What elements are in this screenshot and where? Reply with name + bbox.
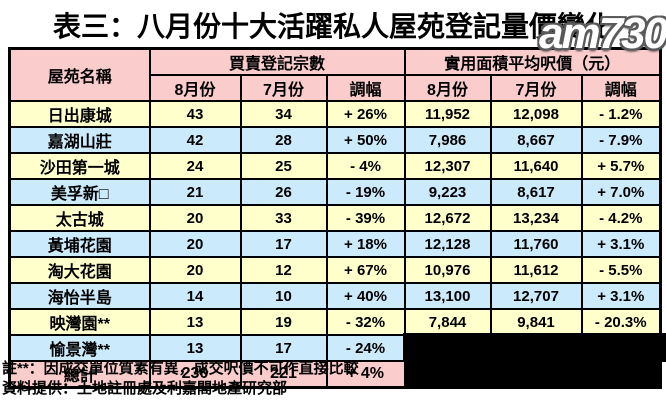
value-cell: 17 (239, 334, 328, 362)
registration-count-group-header: 買賣登記宗數 (148, 47, 406, 76)
value-cell: 17 (239, 230, 328, 258)
total-value-cell: 230 (148, 360, 242, 389)
footnote-data-source: 資料提供：土地註冊處及利嘉閣地產研究部 (2, 380, 288, 397)
value-cell: - 39% (325, 204, 406, 232)
value-cell: 7,844 (403, 308, 492, 336)
estate-name-cell: 海怡半島 (8, 282, 151, 310)
value-cell: - 20.3% (580, 308, 662, 336)
value-cell: + 3.1% (580, 282, 662, 310)
estate-name-cell: 美孚新□ (8, 178, 151, 206)
value-cell: 12,672 (403, 204, 492, 232)
estate-name-cell: 沙田第一城 (8, 152, 151, 180)
value-cell: 19 (239, 308, 328, 336)
footnote-comparison-disclaimer: 註**：因成交單位質素有異，成交呎價不可作直接比較 (2, 360, 359, 377)
header-group-row: 屋苑名稱 買賣登記宗數 實用面積平均呎價（元） (8, 47, 662, 102)
value-cell: + 67% (325, 256, 406, 284)
value-cell: + 5.7% (580, 152, 662, 180)
total-row: 總計 230 221 + 4% (8, 360, 663, 389)
value-cell: - 4.2% (580, 204, 662, 232)
value-cell: 9,223 (403, 178, 492, 206)
july-column-header: 7月份 (489, 74, 583, 102)
value-cell: 20 (148, 230, 242, 258)
table-row: 映灣園** 13 19 - 32% 7,844 9,841 - 20.3% (8, 308, 662, 336)
total-label-cell: 總計 (8, 360, 151, 389)
value-cell: 20 (148, 256, 242, 284)
value-cell: 43 (148, 100, 242, 128)
value-cell: 8,617 (489, 178, 583, 206)
estate-name-cell: 太古城 (8, 204, 151, 232)
table-row: 黃埔花園 20 17 + 18% 12,128 11,760 + 3.1% (8, 230, 662, 258)
value-cell: 11,640 (489, 152, 583, 180)
value-cell: 24 (148, 152, 242, 180)
value-cell: - 1.2% (580, 100, 662, 128)
value-cell: - 19% (325, 178, 406, 206)
am730-watermark-logo: am730 (538, 9, 666, 58)
value-cell: - 7.9% (580, 126, 662, 154)
table-row: 日出康城 43 34 + 26% 11,952 12,098 - 1.2% (8, 100, 662, 128)
estate-name-cell: 嘉湖山莊 (8, 126, 151, 154)
estate-name-cell: 映灣園** (8, 308, 151, 336)
value-cell: 12,098 (489, 100, 583, 128)
value-cell: 26 (239, 178, 328, 206)
value-cell: 12,707 (489, 282, 583, 310)
change-column-header: 調幅 (325, 74, 406, 102)
value-cell: 13 (148, 308, 242, 336)
value-cell: + 26% (325, 100, 406, 128)
value-cell: - 32% (325, 308, 406, 336)
value-cell: 11,760 (489, 230, 583, 258)
estate-name-cell: 黃埔花園 (8, 230, 151, 258)
value-cell: 12,128 (403, 230, 492, 258)
table-row: 淘大花園 20 12 + 67% 10,976 11,612 - 5.5% (8, 256, 662, 284)
header-sub-row: 8月份 7月份 調幅 8月份 7月份 調幅 (10, 74, 662, 102)
value-cell: 7,986 (403, 126, 492, 154)
value-cell: 11,952 (403, 100, 492, 128)
july-column-header: 7月份 (239, 74, 328, 102)
redacted-black-bar (403, 333, 666, 362)
estate-name-cell: 淘大花園 (8, 256, 151, 284)
value-cell: + 3.1% (580, 230, 662, 258)
value-cell: 13,100 (403, 282, 492, 310)
value-cell: + 50% (325, 126, 406, 154)
august-column-header: 8月份 (148, 74, 242, 102)
value-cell: 34 (239, 100, 328, 128)
estate-name-cell: 愉景灣** (8, 334, 151, 362)
value-cell: 33 (239, 204, 328, 232)
value-cell: 13 (148, 334, 242, 362)
page-title: 表三：八月份十大活躍私人屋苑登記量價變化 (52, 11, 613, 42)
table-row: 太古城 20 33 - 39% 12,672 13,234 - 4.2% (8, 204, 662, 232)
value-cell: + 18% (325, 230, 406, 258)
estate-name-header: 屋苑名稱 (8, 47, 151, 102)
total-value-cell: + 4% (325, 360, 406, 389)
value-cell: - 24% (325, 334, 406, 362)
value-cell: 28 (239, 126, 328, 154)
value-cell: 20 (148, 204, 242, 232)
value-cell: 12 (239, 256, 328, 284)
value-cell: - 5.5% (580, 256, 662, 284)
table-row: 沙田第一城 24 25 - 4% 12,307 11,640 + 5.7% (8, 152, 662, 180)
value-cell: + 7.0% (580, 178, 662, 206)
value-cell: 11,612 (489, 256, 583, 284)
value-cell: 25 (239, 152, 328, 180)
value-cell: 9,841 (489, 308, 583, 336)
table-row: 美孚新□ 21 26 - 19% 9,223 8,617 + 7.0% (8, 178, 662, 206)
table-row: 海怡半島 14 10 + 40% 13,100 12,707 + 3.1% (8, 282, 662, 310)
total-value-cell: 221 (239, 360, 328, 389)
change-column-header: 調幅 (580, 74, 662, 102)
footnotes: 註**：因成交單位質素有異，成交呎價不可作直接比較 資料提供：土地註冊處及利嘉閣… (2, 359, 662, 399)
august-column-header: 8月份 (403, 74, 492, 102)
value-cell: + 40% (325, 282, 406, 310)
value-cell: 12,307 (403, 152, 492, 180)
estate-name-cell: 日出康城 (8, 100, 151, 128)
value-cell: - 4% (325, 152, 406, 180)
value-cell: 13,234 (489, 204, 583, 232)
value-cell: 42 (148, 126, 242, 154)
table-row: 嘉湖山莊 42 28 + 50% 7,986 8,667 - 7.9% (8, 126, 662, 154)
value-cell: 10 (239, 282, 328, 310)
value-cell: 10,976 (403, 256, 492, 284)
value-cell: 21 (148, 178, 242, 206)
value-cell: 14 (148, 282, 242, 310)
value-cell: 8,667 (489, 126, 583, 154)
